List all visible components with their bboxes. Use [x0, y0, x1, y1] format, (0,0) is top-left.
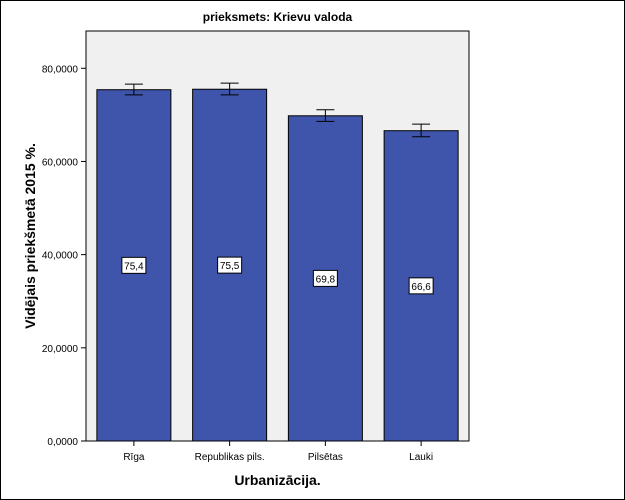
bars-group: [96, 88, 459, 442]
data-label-box: [408, 277, 434, 295]
data-label-box: [312, 269, 338, 287]
y-tick-label: 40,0000: [42, 251, 79, 262]
y-axis-title: Vidējais priekšmetā 2015 %.: [22, 143, 38, 329]
bar: [287, 115, 363, 442]
x-category-label: Rīga: [123, 452, 145, 463]
data-label: 69,8: [316, 274, 336, 285]
x-axis: Rīga Republikas pils. Pilsētas Lauki: [123, 441, 433, 463]
x-axis-title: Urbanizācija.: [234, 472, 320, 488]
data-label-box: [217, 256, 243, 274]
data-label: 75,4: [124, 261, 144, 272]
data-label: 75,5: [220, 261, 240, 272]
y-axis: 0,0000 20,0000 40,0000 60,0000 80,0000: [42, 64, 86, 448]
y-tick-label: 0,0000: [47, 437, 78, 448]
data-labels-group: 75,4 75,5 69,8 66,6: [121, 256, 434, 295]
chart-title: prieksmets: Krievu valoda: [203, 10, 353, 24]
y-tick-label: 60,0000: [42, 157, 79, 168]
error-bars-group: [124, 82, 431, 138]
x-category-label: Lauki: [409, 452, 433, 463]
data-label-box: [121, 256, 147, 274]
y-tick-label: 20,0000: [42, 344, 79, 355]
y-tick-label: 80,0000: [42, 64, 79, 75]
x-category-label: Pilsētas: [308, 452, 343, 463]
x-category-label: Republikas pils.: [195, 452, 265, 463]
data-label: 66,6: [411, 282, 431, 293]
